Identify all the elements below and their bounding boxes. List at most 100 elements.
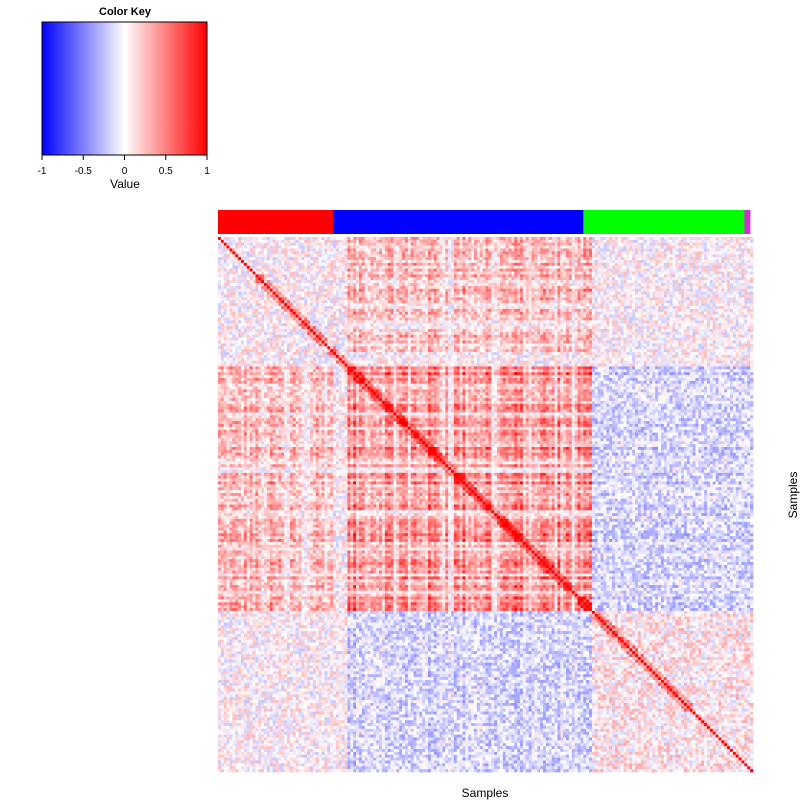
heatmap-cell [644, 249, 647, 252]
heatmap-cell [373, 246, 376, 249]
heatmap-cell [603, 269, 606, 272]
heatmap-cell [457, 243, 460, 246]
group-color-bar [218, 210, 750, 234]
heatmap-cell [681, 260, 684, 263]
heatmap-cell [408, 249, 411, 252]
heatmap-cell [718, 237, 721, 240]
heatmap-cell [290, 292, 293, 295]
heatmap-cell [376, 266, 379, 269]
heatmap-cell [405, 283, 408, 286]
heatmap-cell [356, 237, 359, 240]
heatmap-cell [566, 243, 569, 246]
heatmap-cell [474, 237, 477, 240]
heatmap-cell [672, 272, 675, 275]
heatmap-cell [255, 263, 258, 266]
heatmap-cell [572, 237, 575, 240]
heatmap-cell [595, 240, 598, 243]
heatmap-cell [693, 266, 696, 269]
heatmap-cell [678, 254, 681, 257]
heatmap-cell [477, 280, 480, 283]
heatmap-cell [382, 274, 385, 277]
heatmap-cell [638, 277, 641, 280]
heatmap-cell [632, 243, 635, 246]
heatmap-cell [428, 251, 431, 254]
heatmap-cell [342, 246, 345, 249]
heatmap-cell [580, 249, 583, 252]
heatmap-cell [546, 274, 549, 277]
heatmap-cell [376, 280, 379, 283]
heatmap-cell [437, 292, 440, 295]
heatmap-cell [566, 237, 569, 240]
heatmap-cell [704, 263, 707, 266]
heatmap-cell [486, 289, 489, 292]
heatmap-cell [540, 240, 543, 243]
heatmap-cell [474, 251, 477, 254]
heatmap-cell [741, 292, 744, 295]
heatmap-cell [264, 277, 267, 280]
heatmap-cell [388, 251, 391, 254]
heatmap-cell [529, 272, 532, 275]
heatmap-cell [649, 243, 652, 246]
heatmap-cell [255, 260, 258, 263]
heatmap-cell [687, 266, 690, 269]
heatmap-cell [416, 246, 419, 249]
heatmap-cell [534, 249, 537, 252]
heatmap-cell [572, 257, 575, 260]
heatmap-cell [445, 257, 448, 260]
heatmap-cell [641, 283, 644, 286]
heatmap-cell [701, 277, 704, 280]
heatmap-cell [434, 272, 437, 275]
heatmap-cell [649, 269, 652, 272]
heatmap-cell [382, 246, 385, 249]
heatmap-cell [399, 257, 402, 260]
heatmap-cell [290, 237, 293, 240]
heatmap-cell [540, 257, 543, 260]
heatmap-cell [661, 292, 664, 295]
heatmap-cell [672, 257, 675, 260]
heatmap-cell [445, 260, 448, 263]
heatmap-cell [428, 274, 431, 277]
heatmap-cell [589, 246, 592, 249]
heatmap-cell [626, 274, 629, 277]
heatmap-cell [491, 263, 494, 266]
heatmap-cell [342, 260, 345, 263]
heatmap-cell [664, 251, 667, 254]
heatmap-cell [483, 286, 486, 289]
heatmap-cell [609, 237, 612, 240]
heatmap-cell [235, 243, 238, 246]
heatmap-cell [376, 237, 379, 240]
heatmap-cell [238, 257, 241, 260]
heatmap-cell [532, 237, 535, 240]
heatmap-cell [230, 246, 233, 249]
heatmap-cell [373, 283, 376, 286]
heatmap-cell [250, 263, 253, 266]
heatmap-cell [609, 289, 612, 292]
heatmap-cell [747, 292, 750, 295]
heatmap-cell [293, 283, 296, 286]
heatmap-cell [486, 251, 489, 254]
heatmap-cell [224, 263, 227, 266]
heatmap-cell [701, 286, 704, 289]
heatmap-cell [652, 274, 655, 277]
heatmap-cell [511, 246, 514, 249]
heatmap-cell [615, 246, 618, 249]
heatmap-cell [578, 251, 581, 254]
heatmap-cell [517, 263, 520, 266]
heatmap-cell [589, 249, 592, 252]
heatmap-cell [451, 260, 454, 263]
heatmap-cell [244, 286, 247, 289]
heatmap-cell [437, 254, 440, 257]
heatmap-cell [730, 251, 733, 254]
heatmap-cell [724, 263, 727, 266]
heatmap-cell [647, 263, 650, 266]
heatmap-cell [549, 249, 552, 252]
heatmap-cell [264, 251, 267, 254]
heatmap-cell [750, 249, 753, 252]
heatmap-cell [667, 269, 670, 272]
heatmap-cell [460, 260, 463, 263]
heatmap-cell [707, 266, 710, 269]
heatmap-cell [713, 277, 716, 280]
heatmap-cell [434, 289, 437, 292]
heatmap-cell [287, 269, 290, 272]
heatmap-cell [425, 254, 428, 257]
